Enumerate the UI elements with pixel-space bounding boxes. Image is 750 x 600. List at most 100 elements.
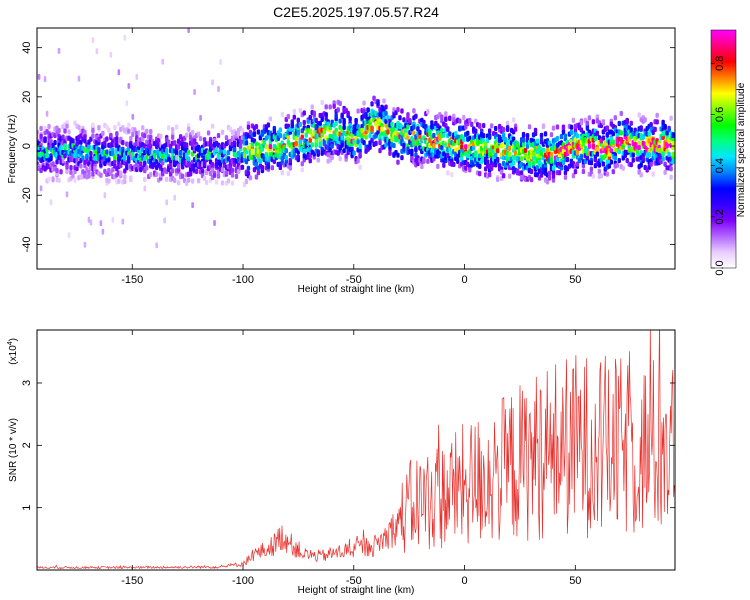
spectrogram-cell bbox=[613, 115, 617, 121]
spectrogram-cell bbox=[236, 131, 241, 137]
spectrogram-cell bbox=[234, 173, 239, 179]
spectrogram-cell bbox=[224, 169, 229, 176]
spectrogram-cell bbox=[545, 146, 550, 152]
spectrogram-cell bbox=[57, 47, 61, 54]
spectrogram-cells bbox=[37, 28, 675, 249]
spectrogram-panel: -150 -100 -50 0 50 -40 -20 0 20 40 Height of str… bbox=[7, 27, 676, 295]
colorbar-tick-label: 0.4 bbox=[714, 158, 726, 173]
spectrogram-cell bbox=[131, 131, 135, 138]
spectrogram-cell bbox=[123, 34, 127, 41]
spectrogram-cell bbox=[342, 148, 346, 154]
spectrogram-cell bbox=[143, 133, 147, 139]
spectrogram-cell bbox=[388, 150, 392, 156]
y-tick-label: 0 bbox=[21, 143, 33, 149]
spectrogram-cell bbox=[314, 142, 318, 148]
snr-background bbox=[37, 330, 675, 570]
spectrogram-cell bbox=[302, 119, 306, 126]
x-tick-label: -50 bbox=[346, 575, 362, 587]
spectrogram-cell bbox=[63, 143, 67, 149]
spectrogram-cell bbox=[296, 129, 300, 136]
spectrogram-cell bbox=[272, 158, 277, 164]
spectrogram-cell bbox=[290, 121, 294, 127]
spectrogram-cell bbox=[629, 162, 633, 168]
spectrogram-cell bbox=[555, 135, 560, 142]
spectrogram-cell bbox=[547, 170, 552, 177]
spectrogram-cell bbox=[487, 134, 492, 140]
spectrogram-cell bbox=[384, 104, 388, 110]
spectrogram-cell bbox=[591, 119, 596, 125]
spectrogram-cell bbox=[649, 161, 653, 167]
spectrogram-cell bbox=[186, 156, 191, 162]
spectrogram-cell bbox=[547, 175, 552, 181]
spectrogram-cell bbox=[521, 141, 526, 147]
spectrogram-cell bbox=[236, 168, 241, 175]
spectrogram-cell bbox=[43, 137, 47, 143]
spectrogram-cell bbox=[123, 155, 127, 161]
spectrogram-cell bbox=[318, 136, 322, 142]
spectrogram-cell bbox=[200, 168, 205, 174]
spectrogram-cell bbox=[89, 156, 93, 162]
spectrogram-cell bbox=[105, 149, 109, 155]
spectrogram-cell bbox=[256, 170, 261, 176]
spectrogram-cell bbox=[45, 110, 49, 117]
spectrogram-x-ticks: -150 -100 -50 0 50 bbox=[121, 28, 581, 286]
spectrogram-cell bbox=[450, 171, 454, 178]
spectrogram-cell bbox=[605, 125, 610, 131]
spectrogram-cell bbox=[262, 139, 267, 145]
spectrogram-cell bbox=[511, 136, 516, 142]
spectrogram-cell bbox=[523, 147, 528, 154]
spectrogram-cell bbox=[117, 178, 121, 184]
spectrogram-cell bbox=[617, 120, 621, 127]
spectrogram-cell bbox=[529, 177, 534, 183]
spectrogram-cell bbox=[426, 158, 430, 164]
spectrogram-cell bbox=[621, 165, 625, 171]
spectrogram-cell bbox=[362, 100, 366, 106]
spectrogram-cell bbox=[217, 86, 220, 93]
spectrogram-cell bbox=[127, 128, 131, 134]
spectrogram-cell bbox=[352, 150, 356, 156]
spectrogram-cell bbox=[49, 199, 53, 206]
spectrogram-cell bbox=[563, 170, 568, 176]
spectrogram-cell bbox=[113, 154, 117, 161]
spectrogram-cell bbox=[507, 151, 512, 157]
spectrogram-cell bbox=[193, 88, 196, 95]
spectrogram-cell bbox=[180, 164, 185, 170]
spectrogram-cell bbox=[184, 132, 189, 138]
spectrogram-cell bbox=[529, 168, 534, 175]
spectrogram-cell bbox=[521, 133, 526, 139]
spectrogram-cell bbox=[103, 192, 107, 199]
spectrogram-cell bbox=[482, 133, 486, 139]
spectrogram-cell bbox=[170, 134, 175, 140]
spectrogram-cell bbox=[226, 150, 231, 156]
spectrogram-cell bbox=[617, 157, 621, 164]
spectrogram-cell bbox=[410, 148, 414, 154]
spectrogram-cell bbox=[599, 173, 604, 179]
spectrogram-cell bbox=[318, 141, 322, 147]
spectrogram-cell bbox=[619, 130, 623, 136]
snr-panel: -150 -100 -50 0 50 1 2 3 Height of straight li… bbox=[7, 329, 676, 596]
spectrogram-cell bbox=[535, 138, 540, 144]
spectrogram-cell bbox=[482, 122, 486, 129]
spectrogram-cell bbox=[468, 117, 472, 124]
spectrogram-cell bbox=[519, 156, 524, 162]
spectrogram-cell bbox=[131, 113, 135, 120]
y-tick-label: 2 bbox=[21, 442, 33, 448]
spectrogram-cell bbox=[145, 154, 149, 160]
spectrogram-cell bbox=[65, 123, 69, 129]
spectrogram-cell bbox=[212, 172, 217, 178]
spectrogram-frame bbox=[36, 27, 676, 270]
spectrogram-cell bbox=[256, 129, 261, 135]
spectrogram-cell bbox=[525, 133, 530, 139]
spectrogram-cell bbox=[99, 220, 103, 227]
spectrogram-cell bbox=[671, 141, 675, 147]
spectrogram-cell bbox=[422, 157, 426, 163]
spectrogram-cell bbox=[663, 169, 667, 175]
spectrogram-cell bbox=[246, 124, 251, 130]
spectrogram-cell bbox=[308, 137, 312, 143]
spectrogram-cell bbox=[101, 228, 105, 235]
spectrogram-cell bbox=[643, 117, 647, 123]
spectrogram-cell bbox=[71, 138, 75, 144]
spectrogram-cell bbox=[569, 124, 574, 130]
spectrogram-cell bbox=[155, 242, 159, 249]
spectrogram-cell bbox=[507, 173, 512, 179]
